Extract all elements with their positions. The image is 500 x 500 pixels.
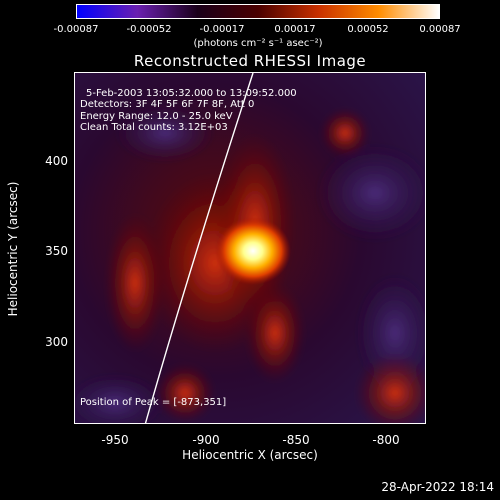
colorbar-units: (photons cm⁻² s⁻¹ asec⁻²) bbox=[193, 38, 323, 49]
x-tick-label: -900 bbox=[192, 433, 220, 447]
x-tick-label: -800 bbox=[372, 433, 400, 447]
y-tick-label: 350 bbox=[45, 244, 68, 258]
colorbar-tick: -0.00087 bbox=[53, 24, 99, 35]
colorbar bbox=[76, 4, 440, 19]
solar-image bbox=[75, 73, 425, 423]
annotation-time-range: 5-Feb-2003 13:05:32.000 to 13:09:52.000 bbox=[86, 88, 297, 99]
x-axis-label: Heliocentric X (arcsec) bbox=[182, 448, 318, 462]
y-axis-label: Heliocentric Y (arcsec) bbox=[6, 181, 20, 317]
plot-title: Reconstructed RHESSI Image bbox=[133, 52, 367, 70]
annotation-clean: Clean Total counts: 3.12E+03 bbox=[80, 122, 228, 133]
solar-limb-line bbox=[144, 73, 254, 423]
annotation-energy: Energy Range: 12.0 - 25.0 keV bbox=[80, 111, 233, 122]
annotation-detectors: Detectors: 3F 4F 5F 6F 7F 8F, Att 0 bbox=[80, 99, 255, 110]
colorbar-tick: 0.00052 bbox=[347, 24, 389, 35]
annotation-peak: Position of Peak = [-873,351] bbox=[80, 397, 227, 408]
colorbar-tick: -0.00017 bbox=[199, 24, 245, 35]
colorbar-tick: 0.00017 bbox=[274, 24, 316, 35]
y-tick-label: 400 bbox=[45, 154, 68, 168]
x-tick-label: -850 bbox=[282, 433, 310, 447]
colorbar-tick: 0.00087 bbox=[419, 24, 461, 35]
x-tick-label: -950 bbox=[101, 433, 129, 447]
colorbar-tick: -0.00052 bbox=[126, 24, 172, 35]
y-axis-tick-labels: 400 350 300 bbox=[30, 72, 68, 424]
flare-source bbox=[215, 217, 291, 285]
y-tick-label: 300 bbox=[45, 335, 68, 349]
timestamp: 28-Apr-2022 18:14 bbox=[381, 480, 494, 494]
image-panel bbox=[74, 72, 426, 424]
